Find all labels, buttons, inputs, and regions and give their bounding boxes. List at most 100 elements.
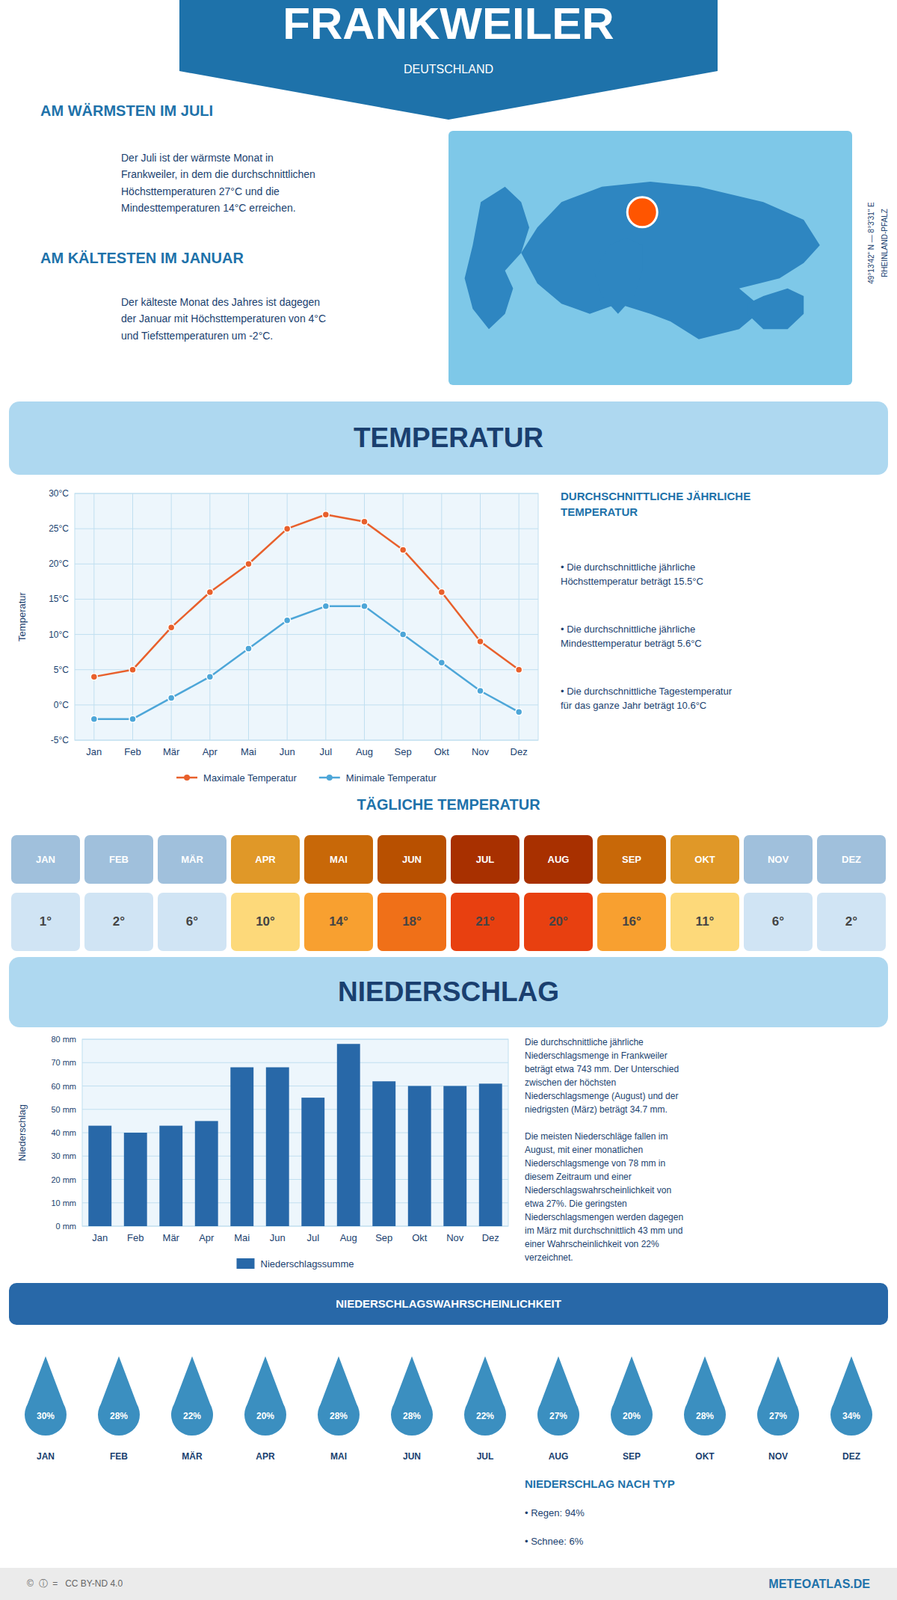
grid-line <box>479 493 481 741</box>
series-line <box>94 606 519 720</box>
category-label: DEZ <box>842 1450 861 1462</box>
category-label: MAI <box>330 1450 347 1462</box>
point-marker <box>476 687 484 695</box>
category-label: NOV <box>768 1450 788 1462</box>
temp-banner: TEMPERATUR <box>8 401 889 475</box>
x-tick-label: Mär <box>162 1231 181 1244</box>
point-marker <box>515 708 523 716</box>
data-label: 6° <box>743 892 813 951</box>
x-tick-label: Feb <box>127 1231 144 1244</box>
grid-line <box>402 493 404 741</box>
data-label: 22% <box>183 1410 202 1421</box>
legend-swatch <box>236 1258 255 1269</box>
y-tick-label: -5°C <box>50 734 69 746</box>
precipitation-chart: 0 mm10 mm20 mm30 mm40 mm50 mm60 mm70 mm8… <box>14 1033 516 1280</box>
raindrop <box>464 1355 507 1436</box>
y-axis-label: Niederschlag <box>16 1104 28 1161</box>
x-tick-label: Dez <box>510 746 528 758</box>
x-tick-label: Nov <box>446 1231 465 1244</box>
y-tick-label: 25°C <box>48 523 69 534</box>
data-label: 28% <box>402 1410 421 1421</box>
point-marker <box>245 560 252 568</box>
point-marker <box>361 518 368 525</box>
warm-text: Der Juli ist der wärmste Monat in Frankw… <box>121 149 316 217</box>
table-header-cell: FEB <box>84 834 154 884</box>
x-tick-label: Mär <box>162 746 181 758</box>
series-line <box>94 514 519 677</box>
precip-type: • Schnee: 6% <box>524 1535 584 1547</box>
x-tick-label: Jul <box>319 746 333 758</box>
table-header-cell: APR <box>230 834 300 884</box>
raindrop <box>537 1355 580 1436</box>
legend-label: Minimale Temperatur <box>346 772 438 784</box>
raindrop <box>24 1355 67 1436</box>
legend-label: Maximale Temperatur <box>203 772 297 784</box>
map-bg <box>448 130 853 385</box>
point-marker <box>168 694 175 702</box>
plot-bg <box>82 1039 509 1226</box>
data-label: 27% <box>769 1410 788 1421</box>
grid-line <box>248 493 249 741</box>
subtitle: DEUTSCHLAND <box>0 62 897 77</box>
point-marker <box>129 715 137 723</box>
data-label: 22% <box>476 1410 495 1421</box>
point-marker <box>438 659 445 667</box>
y-tick-label: 0 mm <box>56 1221 77 1231</box>
data-label: 11° <box>670 892 740 951</box>
x-tick-label: Apr <box>198 1231 215 1244</box>
data-label: 6° <box>157 892 227 951</box>
raindrop <box>97 1355 140 1436</box>
x-tick-label: Okt <box>411 1231 428 1244</box>
y-tick-label: 50 mm <box>50 1104 77 1114</box>
map-africa <box>593 237 643 314</box>
x-tick-label: Jun <box>279 746 296 758</box>
table-header-cell: DEZ <box>817 834 886 884</box>
category-label: FEB <box>109 1450 128 1462</box>
x-tick-label: Mai <box>240 746 257 758</box>
legend: Maximale Temperatur Minimale Temperatur <box>176 772 438 784</box>
x-tick-label: Dez <box>482 1231 500 1244</box>
prob-banner: NIEDERSCHLAGSWAHRSCHEINLICHKEIT <box>8 1282 889 1325</box>
grid-line <box>74 563 539 565</box>
x-tick-label: Sep <box>375 1231 393 1244</box>
precip-text: Die meisten Niederschläge fallen im Augu… <box>524 1129 884 1265</box>
grid-line <box>74 598 539 600</box>
category-label: AUG <box>548 1450 569 1462</box>
point-marker <box>284 525 291 533</box>
y-tick-label: 60 mm <box>50 1081 77 1091</box>
x-tick-label: Jun <box>269 1231 286 1244</box>
y-axis-label: Temperatur <box>16 591 28 641</box>
map <box>448 130 853 385</box>
raindrop <box>171 1355 214 1436</box>
y-tick-label: 30°C <box>48 488 69 499</box>
data-label: 10° <box>230 892 300 951</box>
bar <box>88 1125 112 1226</box>
avg-temp-title: DURCHSCHNITTLICHE JÄHRLICHE TEMPERATUR <box>560 488 883 520</box>
data-label: 2° <box>84 892 154 951</box>
y-tick-label: 20 mm <box>50 1175 77 1185</box>
y-tick-label: 0°C <box>53 699 69 711</box>
category-label: JAN <box>36 1450 55 1462</box>
probability-drops: 30%JAN28%FEB22%MÄR20%APR28%MAI28%JUN22%J… <box>0 1327 897 1474</box>
raindrop <box>390 1355 433 1436</box>
data-label: 20% <box>256 1410 275 1421</box>
bar <box>479 1083 503 1226</box>
x-tick-label: Feb <box>124 746 141 758</box>
bar <box>443 1086 467 1227</box>
category-label: APR <box>255 1450 276 1462</box>
point-marker <box>515 666 523 673</box>
grid-line <box>74 633 539 635</box>
y-tick-label: 10°C <box>48 629 69 640</box>
raindrop <box>830 1355 873 1436</box>
grid-line <box>82 1062 509 1063</box>
bar <box>301 1097 325 1226</box>
table-header-cell: MAI <box>304 834 374 884</box>
x-tick-label: Jan <box>85 746 102 758</box>
grid-line <box>441 493 442 741</box>
point-marker <box>90 673 98 681</box>
point-marker <box>129 666 137 673</box>
point-marker <box>399 630 407 638</box>
table-header-cell: NOV <box>743 834 813 884</box>
data-label: 16° <box>597 892 667 951</box>
raindrop <box>683 1355 726 1436</box>
